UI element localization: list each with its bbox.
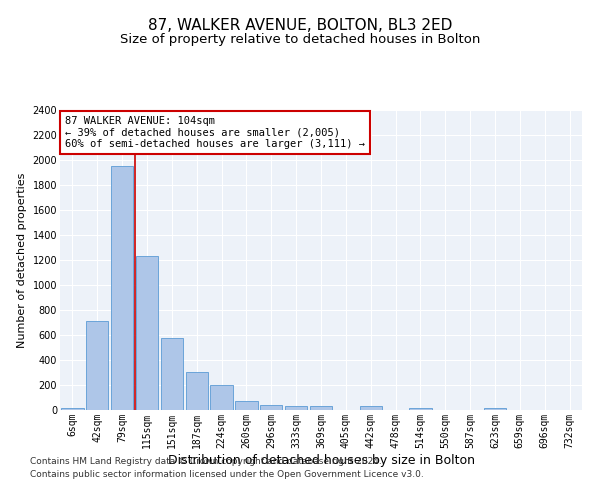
Text: Contains public sector information licensed under the Open Government Licence v3: Contains public sector information licen… — [30, 470, 424, 479]
X-axis label: Distribution of detached houses by size in Bolton: Distribution of detached houses by size … — [167, 454, 475, 466]
Bar — [235, 400, 257, 410]
Text: Contains HM Land Registry data © Crown copyright and database right 2024.: Contains HM Land Registry data © Crown c… — [30, 458, 382, 466]
Bar — [61, 408, 83, 410]
Y-axis label: Number of detached properties: Number of detached properties — [17, 172, 27, 348]
Bar — [285, 406, 307, 410]
Bar — [136, 256, 158, 410]
Bar — [260, 405, 283, 410]
Bar — [409, 408, 431, 410]
Bar — [484, 408, 506, 410]
Bar — [310, 406, 332, 410]
Bar — [211, 385, 233, 410]
Bar — [111, 166, 133, 410]
Text: 87 WALKER AVENUE: 104sqm
← 39% of detached houses are smaller (2,005)
60% of sem: 87 WALKER AVENUE: 104sqm ← 39% of detach… — [65, 116, 365, 149]
Bar — [359, 406, 382, 410]
Text: 87, WALKER AVENUE, BOLTON, BL3 2ED: 87, WALKER AVENUE, BOLTON, BL3 2ED — [148, 18, 452, 32]
Bar — [86, 322, 109, 410]
Bar — [185, 372, 208, 410]
Bar — [161, 338, 183, 410]
Text: Size of property relative to detached houses in Bolton: Size of property relative to detached ho… — [120, 32, 480, 46]
